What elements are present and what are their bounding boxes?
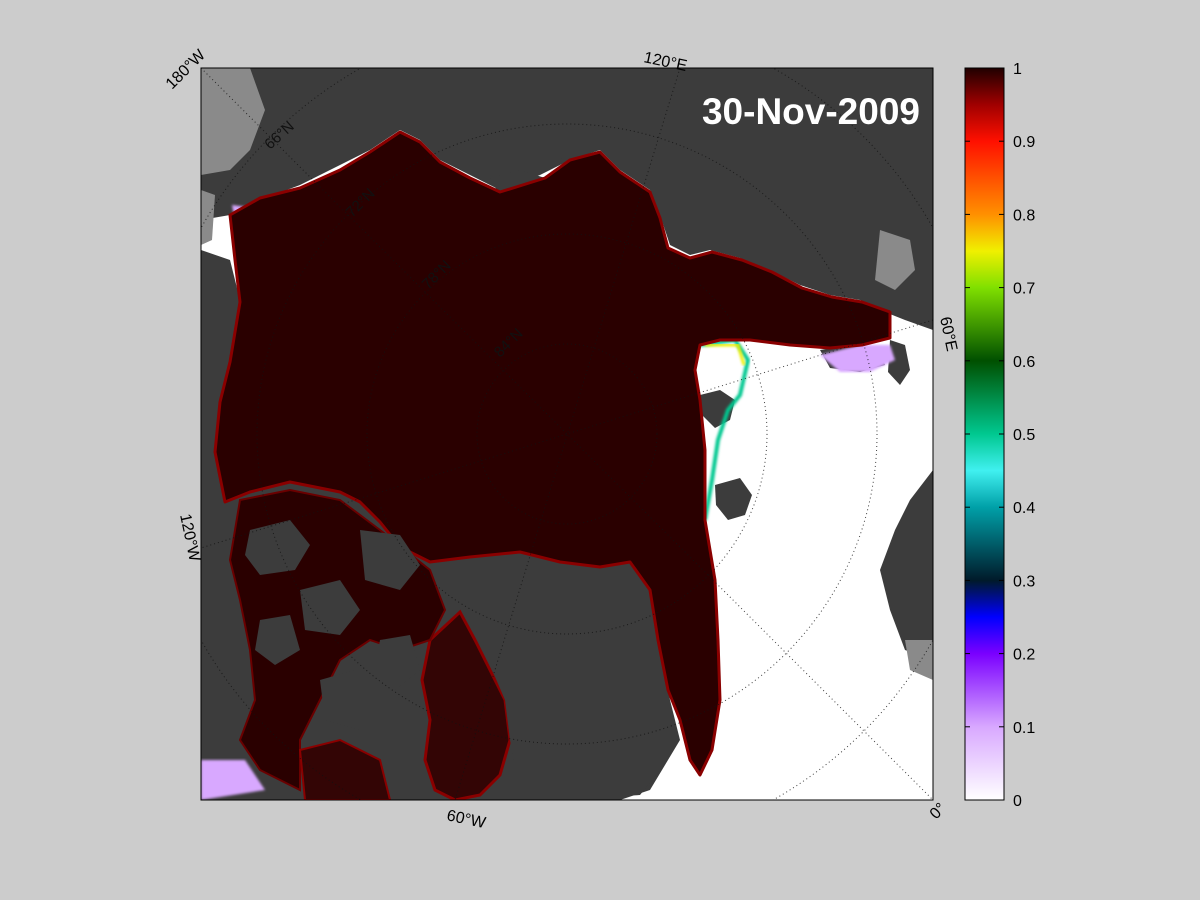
colorbar-tick-label: 0.3	[1013, 573, 1035, 590]
colorbar-fill	[965, 68, 1004, 800]
archipelago-islands	[245, 520, 675, 800]
pack-ice-central	[213, 130, 892, 777]
colorbar-tick-label: 0.2	[1013, 647, 1035, 664]
meridian-180-0	[201, 68, 933, 800]
colorbar-tick-label: 0.6	[1013, 354, 1035, 371]
ice-edge-band-green	[699, 337, 751, 521]
colorbar-tick-label: 0.8	[1013, 207, 1035, 224]
lat-circle-72	[256, 123, 878, 745]
colorbar-tick-label: 0.4	[1013, 500, 1035, 517]
colorbar-ticks: 1 0.9 0.8 0.7 0.6 0.5 0.4 0.3 0.2 0.1 0	[965, 61, 1035, 810]
colorbar-tick-label: 0.5	[1013, 427, 1035, 444]
pack-ice-hudson	[298, 738, 392, 800]
lon-label-120w: 120°W	[176, 512, 203, 564]
land-light	[201, 68, 933, 680]
colorbar-tick-label: 1	[1013, 61, 1022, 78]
sea-ice-cover	[201, 130, 895, 800]
date-label: 30-Nov-2009	[702, 91, 920, 132]
colorbar-tick-label: 0	[1013, 793, 1022, 810]
ice-edge-band-bottom-left	[201, 760, 265, 800]
ice-edge-band-barents	[820, 345, 895, 372]
lon-label-60w: 60°W	[445, 807, 488, 832]
map-panel: 66°N 72°N 78°N 84°N 30-Nov-2009	[201, 68, 933, 800]
colorbar-tick-label: 0.7	[1013, 281, 1035, 298]
lon-label-0: 0°	[927, 800, 950, 823]
ice-edge-band-yellow	[705, 343, 746, 366]
lat-circle-78	[366, 233, 768, 635]
lon-label-60e: 60°E	[936, 315, 960, 353]
lat-circle-84	[476, 343, 658, 525]
colorbar-tick-label: 0.9	[1013, 134, 1035, 151]
pack-ice-baffin	[420, 609, 512, 800]
map-frame	[200, 67, 934, 801]
colorbar-tick-label: 0.1	[1013, 720, 1035, 737]
graticule	[201, 68, 933, 800]
colorbar: 1 0.9 0.8 0.7 0.6 0.5 0.4 0.3 0.2 0.1 0	[964, 61, 1035, 810]
